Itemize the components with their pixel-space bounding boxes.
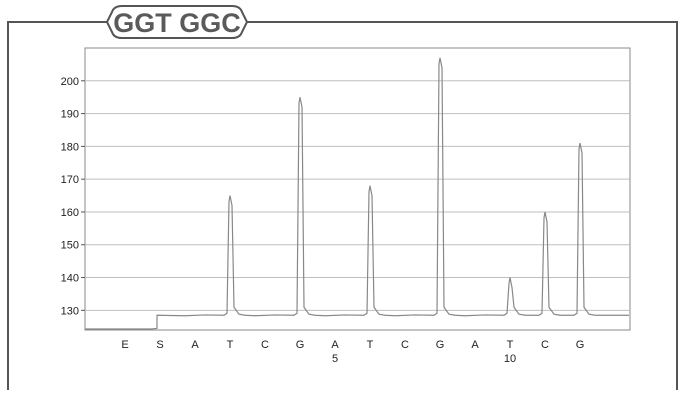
x-position-number: 10 [504, 353, 516, 365]
x-tick-label: E [121, 339, 128, 351]
y-tick-label: 180 [61, 141, 79, 153]
x-tick-label: C [261, 339, 269, 351]
pyrogram-trace [85, 57, 629, 330]
y-tick-label: 160 [61, 207, 79, 219]
y-tick-label: 200 [61, 76, 79, 88]
x-tick-label: A [191, 339, 199, 351]
x-position-number: 5 [332, 353, 338, 365]
x-tick-label: G [576, 339, 585, 351]
y-tick-label: 170 [61, 174, 79, 186]
sequence-tag: GGT GGC [113, 8, 241, 38]
y-tick-label: 130 [61, 305, 79, 317]
x-axis: E S A T C G A 5 T C G A T 10 C G [121, 339, 584, 365]
sequence-tag-box [105, 5, 249, 39]
x-tick-label: A [331, 339, 339, 351]
grid-lines [85, 80, 630, 311]
y-tick-label: 190 [61, 109, 79, 121]
plot-area [84, 47, 631, 331]
y-axis: 130 140 150 160 170 180 190 200 [61, 76, 85, 317]
x-tick-label: G [436, 339, 445, 351]
x-tick-label: T [227, 339, 234, 351]
x-tick-label: T [367, 339, 374, 351]
x-tick-label: C [401, 339, 409, 351]
x-tick-label: A [471, 339, 479, 351]
x-tick-label: C [541, 339, 549, 351]
y-tick-label: 150 [61, 240, 79, 252]
x-tick-label: T [507, 339, 514, 351]
y-tick-label: 140 [61, 273, 79, 285]
x-tick-label: G [296, 339, 305, 351]
frame-border [7, 21, 678, 390]
x-tick-label: S [156, 339, 163, 351]
